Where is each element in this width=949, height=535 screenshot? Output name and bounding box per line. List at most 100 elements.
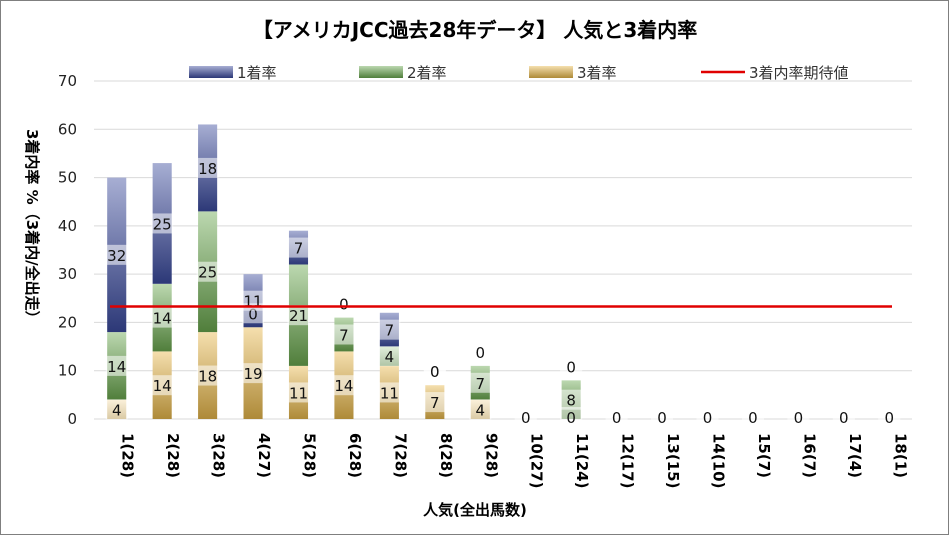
data-label-bg [242, 363, 265, 384]
data-label-bg [560, 389, 583, 410]
data-label-bg [378, 319, 401, 340]
data-label: 4 [385, 348, 395, 366]
x-tick-label: 11(24) [573, 433, 591, 488]
x-tick-label: 10(27) [528, 433, 546, 488]
x-tick-label: 8(28) [437, 433, 455, 478]
data-label: 4 [476, 401, 486, 419]
data-label-bg [196, 365, 219, 386]
x-tick-label: 13(15) [664, 433, 682, 488]
data-label-bg [469, 372, 492, 393]
data-label: 21 [289, 307, 308, 325]
chart-title: 【アメリカJCC過去28年データ】 人気と3着内率 [253, 18, 698, 42]
y-axis-label: 3着内率 %（3着内/全出走） [23, 129, 41, 326]
x-axis-label: 人気(全出馬数) [423, 501, 527, 519]
data-label-bg [287, 305, 310, 326]
data-label-bg [287, 382, 310, 403]
data-label: 18 [198, 160, 217, 178]
y-tick-label: 30 [58, 265, 77, 283]
data-label-bg [741, 407, 764, 427]
data-label-bg [514, 407, 537, 427]
legend-label: 2着率 [407, 64, 447, 82]
data-label: 0 [430, 363, 440, 381]
data-label: 11 [289, 384, 308, 402]
data-label-bg [605, 407, 628, 427]
x-axis-ticks: 1(28) 2(28) 3(28) 4(27) 5(28) 6(28) 7(28) 8(28)… [119, 433, 910, 488]
data-label: 7 [430, 394, 440, 412]
data-label-bg [332, 375, 355, 396]
data-label-bg [423, 361, 446, 382]
legend-label: 3着率 [577, 64, 617, 82]
data-label-bg [105, 399, 128, 420]
data-label-bg [287, 237, 310, 258]
x-tick-label: 17(4) [846, 433, 864, 478]
data-label: 0 [885, 409, 895, 427]
data-label-bg [560, 407, 583, 427]
data-label-bg [696, 407, 719, 427]
data-label-bg [469, 341, 492, 362]
data-label-bg [332, 324, 355, 345]
data-label: 14 [153, 377, 172, 395]
data-label-bg [423, 392, 446, 413]
data-label: 0 [566, 358, 576, 376]
x-tick-label: 15(7) [755, 433, 773, 478]
data-label: 11 [244, 293, 263, 311]
bars [107, 124, 581, 419]
data-label-bg [378, 382, 401, 403]
data-label: 0 [839, 409, 849, 427]
data-label-bg [787, 407, 810, 427]
legend-label: 3着内率期待値 [749, 64, 849, 82]
data-label: 7 [385, 322, 395, 340]
data-label: 0 [339, 296, 349, 314]
y-tick-label: 50 [58, 169, 77, 187]
x-tick-label: 18(1) [891, 433, 909, 478]
data-label-bg [105, 355, 128, 376]
legend-swatch [189, 66, 233, 78]
x-tick-label: 1(28) [119, 433, 137, 478]
y-tick-label: 60 [58, 120, 77, 138]
data-label: 0 [794, 409, 804, 427]
x-tick-label: 3(28) [210, 433, 228, 478]
data-label: 11 [380, 384, 399, 402]
y-tick-label: 0 [67, 410, 77, 428]
x-tick-label: 14(10) [710, 433, 728, 488]
x-tick-label: 9(28) [482, 433, 500, 478]
data-label: 0 [566, 409, 576, 427]
data-label: 4 [112, 401, 122, 419]
gridlines [94, 80, 912, 420]
data-labels: 4143214142518251819011112171470114770047… [105, 157, 901, 427]
x-tick-label: 12(17) [619, 433, 637, 488]
data-label: 8 [566, 392, 576, 410]
x-tick-label: 6(28) [346, 433, 364, 478]
data-label: 7 [339, 327, 349, 345]
data-label: 7 [294, 240, 304, 258]
data-label-bg [378, 346, 401, 367]
data-label: 18 [198, 368, 217, 386]
data-label-bg [196, 157, 219, 178]
x-tick-label: 5(28) [301, 433, 319, 478]
x-tick-label: 4(27) [255, 433, 273, 478]
legend-swatch [359, 66, 403, 78]
data-label: 0 [703, 409, 713, 427]
y-tick-label: 70 [58, 72, 77, 90]
data-label: 14 [107, 358, 126, 376]
y-tick-label: 40 [58, 217, 77, 235]
data-label-bg [151, 307, 174, 328]
y-tick-label: 20 [58, 313, 77, 331]
y-axis-ticks: 0 10 20 30 40 50 60 70 [58, 72, 77, 428]
data-label-bg [878, 407, 901, 427]
x-tick-label: 16(7) [800, 433, 818, 478]
data-label-bg [196, 261, 219, 282]
data-label-bg [151, 213, 174, 234]
data-label: 0 [476, 344, 486, 362]
data-label-bg [332, 293, 355, 314]
x-tick-label: 7(28) [391, 433, 409, 478]
y-tick-label: 10 [58, 362, 77, 380]
x-tick-label: 2(28) [164, 433, 182, 478]
data-label: 0 [657, 409, 667, 427]
data-label: 32 [107, 247, 126, 265]
data-label: 7 [476, 375, 486, 393]
legend: 1着率 2着率 3着率 3着内率期待値 [189, 64, 849, 82]
data-label: 0 [521, 409, 531, 427]
